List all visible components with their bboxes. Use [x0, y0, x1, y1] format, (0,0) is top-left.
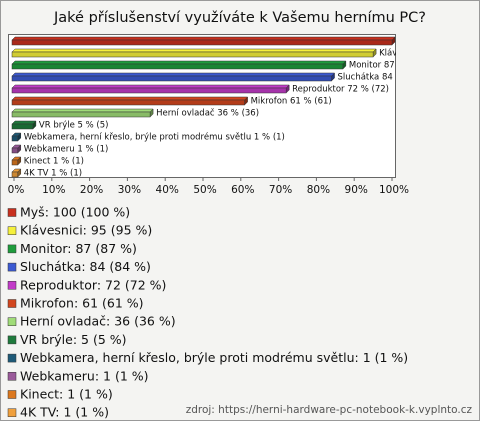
bar-top [11, 36, 396, 41]
x-tick-label: 20% [80, 184, 103, 196]
bar [11, 39, 393, 46]
legend-swatch [7, 299, 17, 308]
bar-top [11, 120, 37, 125]
legend-label: Reproduktor: 72 (72 %) [20, 277, 166, 292]
bar [11, 99, 245, 106]
bar [11, 123, 34, 130]
legend-label: Sluchátka: 84 (84 %) [20, 259, 151, 274]
value-label: Sluchátka 84 % (84) [338, 73, 424, 83]
legend-label: Klávesnici: 95 (95 %) [20, 223, 152, 238]
legend-swatch [7, 335, 17, 345]
legend-label: Myš: 100 (100 %) [20, 205, 130, 220]
x-tick-label: 70% [269, 184, 292, 196]
bar-top [11, 84, 290, 89]
legend-label: Monitor: 87 (87 %) [20, 241, 137, 256]
x-tick-label: 60% [231, 184, 254, 196]
bar-top [11, 108, 154, 113]
bar [11, 171, 19, 178]
legend-label: Webkamera, herní křeslo, brýle proti mod… [20, 350, 408, 365]
value-label: VR brýle 5 % (5) [39, 121, 109, 131]
value-label: Reproduktor 72 % (72) [292, 85, 389, 95]
x-tick-label: 100% [379, 184, 409, 196]
legend-label: Webkameru: 1 (1 %) [20, 368, 149, 383]
x-tick-label: 0% [8, 184, 25, 196]
legend-swatch [7, 262, 17, 272]
legend-swatch [7, 372, 17, 381]
bar [11, 159, 19, 166]
legend-swatch [7, 390, 17, 399]
bar [11, 51, 374, 58]
x-tick-label: 30% [118, 184, 141, 196]
bar [11, 63, 344, 70]
legend-label: 4K TV: 1 (1 %) [20, 405, 109, 420]
bar [11, 87, 287, 94]
x-tick-label: 40% [156, 184, 179, 196]
x-tick-label: 50% [193, 184, 216, 196]
legend-swatch [7, 353, 17, 363]
value-label: 4K TV 1 % (1) [24, 169, 82, 179]
x-tick-label: 90% [345, 184, 368, 196]
bar-top [11, 96, 249, 101]
legend-label: VR brýle: 5 (5 %) [20, 332, 127, 347]
plot-area [8, 34, 396, 178]
value-label: Mikrofon 61 % (61) [251, 97, 332, 107]
bar [11, 135, 19, 142]
legend-label: Kinect: 1 (1 %) [20, 387, 113, 402]
x-tick-label: 80% [307, 184, 330, 196]
chart-title: Jaké příslušenství využíváte k Vašemu he… [53, 10, 426, 26]
value-label: Herní ovladač 36 % (36) [156, 108, 259, 119]
legend-swatch [7, 281, 17, 290]
source: zdroj: https://herni-hardware-pc-noteboo… [186, 404, 473, 416]
x-tick-label: 10% [42, 184, 65, 196]
legend-swatch [7, 208, 17, 217]
legend-label: Herní ovladač: 36 (36 %) [20, 314, 176, 329]
value-label: Webkamera, herní křeslo, brýle proti mod… [24, 132, 285, 143]
value-label: Webkameru 1 % (1) [24, 145, 109, 155]
bar-top [11, 60, 347, 65]
value-label: Kinect 1 % (1) [24, 157, 84, 167]
legend-swatch [7, 244, 17, 254]
bar [11, 111, 151, 118]
bar [11, 147, 19, 154]
value-label: Klávesnici 95 % (95) [379, 49, 466, 59]
legend-swatch [7, 226, 17, 235]
legend-label: Mikrofon: 61 (61 %) [20, 296, 144, 311]
bar [11, 75, 332, 82]
bar-top [11, 48, 377, 53]
legend-swatch [7, 408, 17, 417]
legend-swatch [7, 317, 17, 326]
value-label: Monitor 87 % (87) [349, 61, 426, 71]
bar-top [11, 72, 336, 77]
